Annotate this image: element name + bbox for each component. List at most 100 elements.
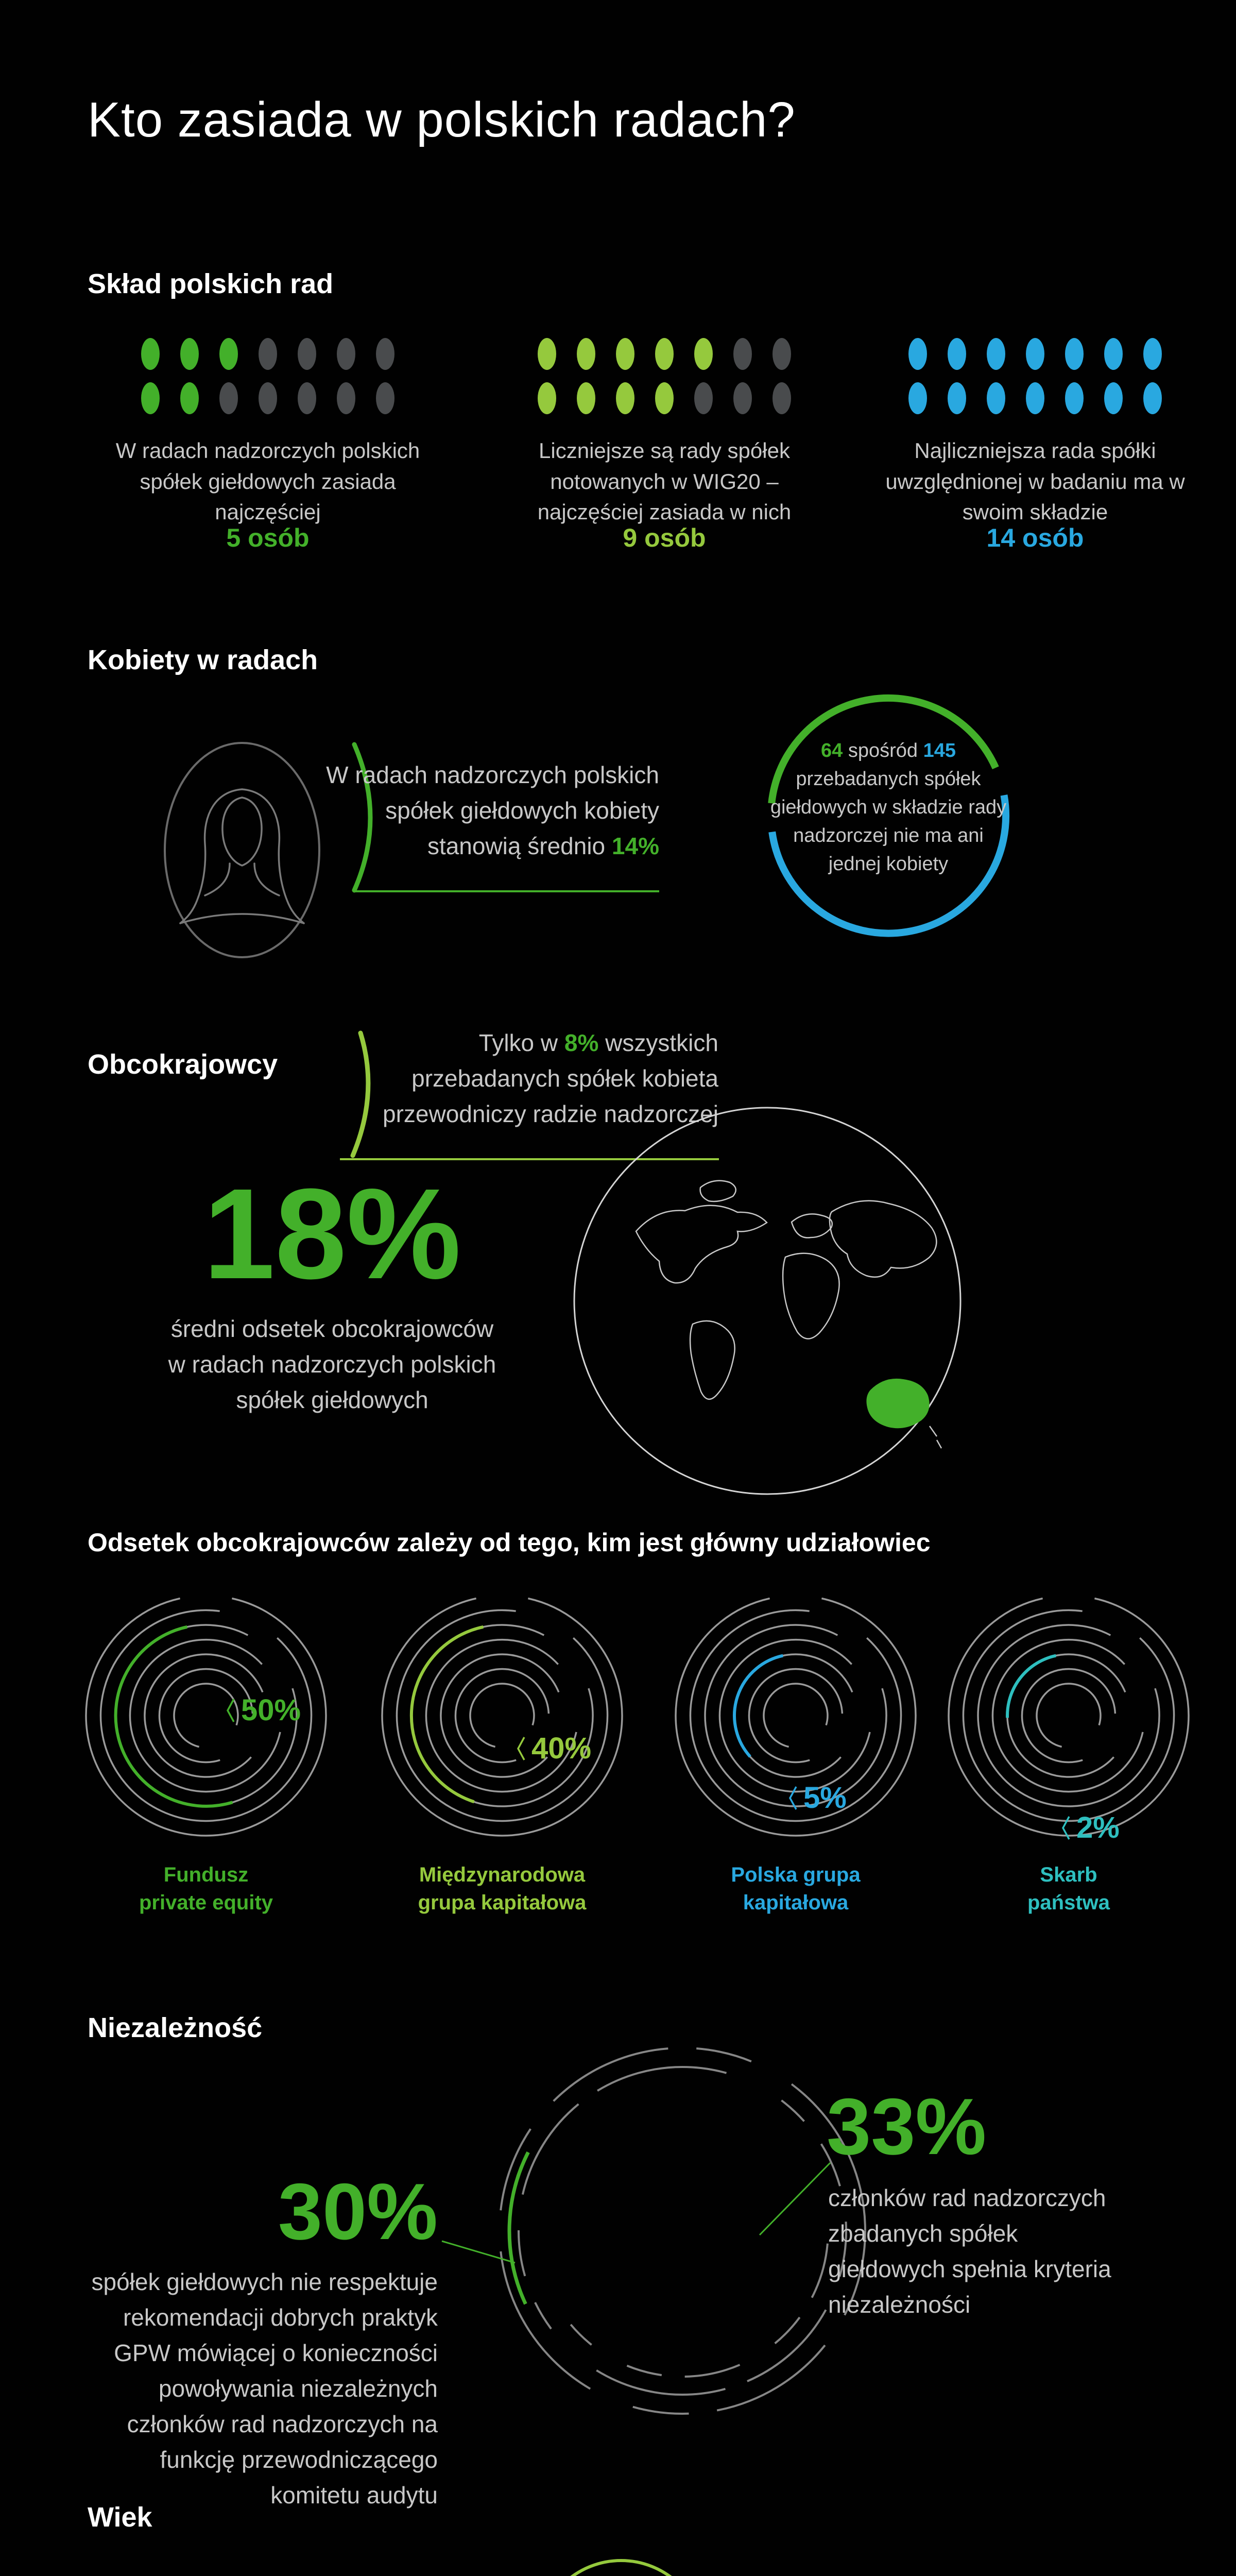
ring [440, 1653, 560, 1778]
donut-value-green: 64 [821, 740, 843, 761]
kobiety-stat2: Tylko w 8% wszystkich przebadanych spółe… [348, 1025, 718, 1132]
dot-filled [141, 338, 160, 370]
dot-empty [694, 382, 713, 414]
dot-filled [577, 382, 595, 414]
ring [991, 1638, 1144, 1793]
dot-filled [180, 382, 199, 414]
chart-owner-label: Międzynarodowa grupa kapitałowa [418, 1863, 587, 1914]
independence-left-percent: 30% [278, 2167, 438, 2256]
ring [85, 1597, 327, 1837]
ring [396, 1609, 609, 1822]
kobiety-stat1-value: 14% [611, 833, 659, 859]
dot-filled [694, 338, 713, 370]
chart-percent-label: 50% [226, 1693, 301, 1727]
ring [763, 1683, 829, 1748]
dot-empty [259, 382, 277, 414]
independence-right-text: członków rad nadzorczych zbadanych spółe… [828, 2184, 1111, 2318]
kobiety-stat1-text: W radach nadzorczych polskich spółek gie… [326, 761, 659, 859]
ring [454, 1668, 550, 1764]
donut-chart-women [768, 694, 1010, 937]
foreigners-percent: 18% [203, 1162, 461, 1306]
dot-filled [616, 382, 634, 414]
dot-empty [298, 338, 316, 370]
dashed-ring [518, 2066, 847, 2396]
chart-owner-label: Fundusz private equity [139, 1863, 273, 1914]
ring [689, 1609, 902, 1822]
donut-arc-blue [768, 794, 1010, 937]
ring [704, 1624, 887, 1807]
section-heading-kobiety: Kobiety w radach [88, 645, 318, 675]
dot-row [141, 382, 394, 414]
dot-filled [577, 338, 595, 370]
dot-group-3-value: 14 osób [986, 523, 1084, 552]
dot-filled [1143, 382, 1162, 414]
dot-empty [259, 338, 277, 370]
ring [962, 1609, 1175, 1822]
independence-left-text: spółek giełdowych nie respektuje rekomen… [91, 2268, 438, 2509]
dot-filled [1065, 382, 1084, 414]
dot-empty [772, 338, 791, 370]
ring [1036, 1683, 1102, 1748]
dot-group-2 [494, 338, 834, 427]
dot-group-3-caption: Najliczniejsza rada spółki uwzględnionej… [885, 438, 1185, 524]
chart-owner-label: Skarb państwa [1027, 1863, 1110, 1914]
kobiety-stat1: W radach nadzorczych polskich spółek gie… [288, 757, 659, 864]
independence-dashed-circle [441, 2047, 866, 2415]
dot-row [908, 382, 1162, 414]
ring [99, 1609, 313, 1822]
dot-empty [219, 382, 238, 414]
dot-group-2-caption: Liczniejsze są rady spółek notowanych w … [537, 438, 792, 524]
independence-green-arc [507, 2151, 530, 2305]
ring [173, 1683, 239, 1748]
highlight-arc [1006, 1654, 1056, 1718]
dot-filled [1143, 338, 1162, 370]
chevron-left-icon [789, 1786, 797, 1810]
ring [675, 1597, 917, 1837]
dot-filled [987, 382, 1005, 414]
highlight-arc [114, 1625, 233, 1808]
dot-filled [987, 338, 1005, 370]
ring [144, 1653, 264, 1778]
chevron-left-icon [227, 1698, 235, 1722]
dot-filled [655, 382, 674, 414]
ring [1021, 1668, 1117, 1764]
ring [748, 1668, 844, 1764]
section-heading-niezaleznosc: Niezależność [88, 2012, 263, 2043]
dot-filled [616, 338, 634, 370]
dot-filled [1104, 338, 1123, 370]
page-title: Kto zasiada w polskich radach? [88, 92, 796, 147]
kobiety-stat2-suffix: wszystkich przebadanych spółek kobieta p… [383, 1029, 718, 1127]
dot-row [141, 338, 394, 370]
dot-filled [141, 382, 160, 414]
dot-group-3 [865, 338, 1205, 427]
chart-percent-label: 2% [1061, 1810, 1120, 1845]
dot-empty [772, 382, 791, 414]
pointer-line-30 [441, 2240, 516, 2264]
highlight-arc [409, 1625, 484, 1804]
dot-filled [538, 338, 556, 370]
dashed-ring [499, 2047, 866, 2415]
dot-empty [337, 338, 355, 370]
ring [158, 1668, 254, 1764]
independence-right-percent: 33% [827, 2082, 987, 2171]
dot-group-1 [98, 338, 438, 427]
dot-filled [1065, 338, 1084, 370]
dot-empty [733, 382, 752, 414]
dot-filled [538, 382, 556, 414]
section-heading-sklad: Skład polskich rad [88, 268, 334, 299]
woman-icon [164, 742, 320, 958]
dot-empty [376, 382, 394, 414]
radial-chart-3 [675, 1597, 917, 1837]
dot-row [538, 382, 791, 414]
section-heading-udzialowiec: Odsetek obcokrajowców zależy od tego, ki… [88, 1528, 931, 1557]
dot-filled [1104, 382, 1123, 414]
ring [948, 1597, 1190, 1837]
section-heading-obcokrajowcy: Obcokrajowcy [88, 1049, 278, 1080]
dot-group-2-value: 9 osób [623, 523, 706, 552]
dot-filled [948, 382, 966, 414]
dot-row [908, 338, 1162, 370]
ring [129, 1638, 281, 1793]
dot-filled [1026, 338, 1044, 370]
dashed-ring-segment [570, 2243, 829, 2378]
ring [469, 1683, 535, 1748]
